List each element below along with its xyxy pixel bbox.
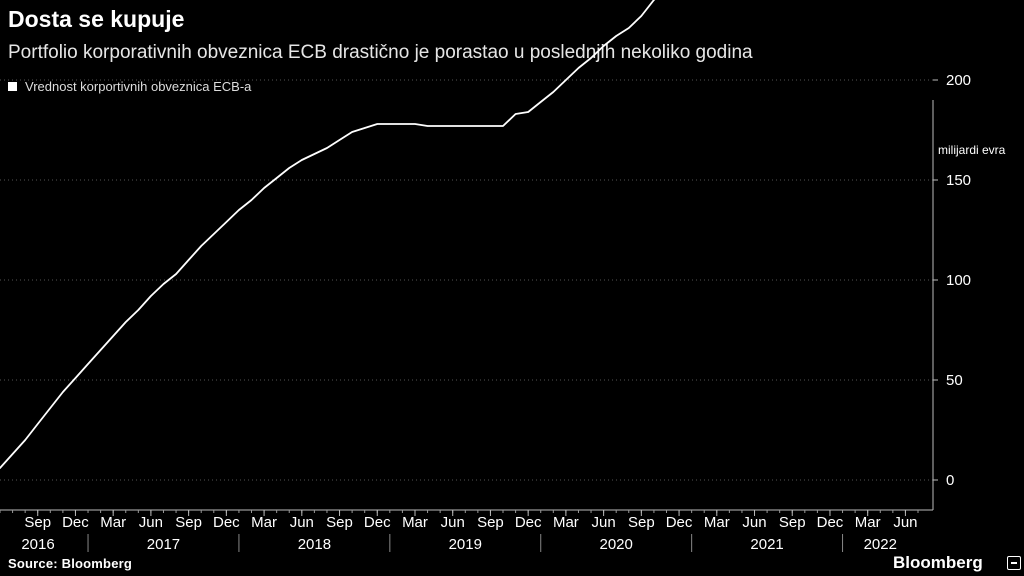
x-month-label: Dec [666,514,693,531]
x-year-label: 2021 [750,536,783,553]
x-year-label: 2019 [449,536,482,553]
x-month-label: Mar [100,514,126,531]
square-swatch-icon [8,82,17,91]
series-line-0 [0,0,656,469]
y-tick-label: 50 [946,372,963,389]
x-year-label: 2022 [864,536,897,553]
x-month-label: Jun [139,514,163,531]
x-month-label: Jun [893,514,917,531]
x-month-label: Jun [592,514,616,531]
bloomberg-terminal-icon [1007,556,1021,570]
y-tick-label: 150 [946,172,971,189]
x-month-label: Mar [251,514,277,531]
legend-label: Vrednost korportivnih obveznica ECB-a [25,79,252,94]
chart-title: Dosta se kupuje [8,6,185,32]
x-month-label: Jun [290,514,314,531]
chart-subtitle: Portfolio korporativnih obveznica ECB dr… [8,42,753,63]
x-month-label: Sep [326,514,353,531]
x-month-label: Sep [779,514,806,531]
x-month-label: Sep [24,514,51,531]
x-month-label: Sep [477,514,504,531]
x-month-label: Dec [817,514,844,531]
x-month-label: Jun [441,514,465,531]
y-axis-unit-label: milijardi evra [938,143,1006,157]
x-month-label: Mar [553,514,579,531]
x-month-label: Dec [213,514,240,531]
x-month-label: Mar [855,514,881,531]
x-year-label: 2016 [21,536,54,553]
x-month-label: Mar [402,514,428,531]
y-tick-label: 100 [946,272,971,289]
chart-legend: Vrednost korportivnih obveznica ECB-a [8,79,251,94]
x-month-label: Dec [515,514,542,531]
x-month-label: Sep [175,514,202,531]
source-note: Source: Bloomberg [8,556,133,571]
x-month-label: Sep [628,514,655,531]
y-tick-label: 0 [946,472,954,489]
bloomberg-logo: Bloomberg [893,553,983,572]
x-year-label: 2017 [147,536,180,553]
x-year-label: 2020 [600,536,633,553]
x-month-label: Jun [742,514,766,531]
x-year-label: 2018 [298,536,331,553]
x-month-label: Dec [364,514,391,531]
y-tick-label: 200 [946,72,971,89]
x-month-label: Dec [62,514,89,531]
x-month-label: Mar [704,514,730,531]
